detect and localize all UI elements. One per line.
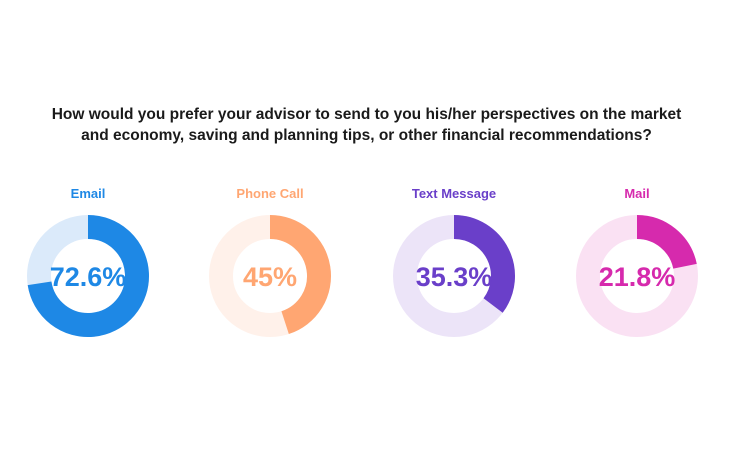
donut-value-mail: 21.8%	[599, 262, 676, 292]
donut-chart-email: 72.6%	[27, 215, 149, 337]
donut-value-phone-call: 45%	[243, 262, 297, 292]
donut-mail: Mail 21.8%	[567, 180, 707, 350]
donut-chart-phone-call: 45%	[209, 215, 331, 337]
chart-title: How would you prefer your advisor to sen…	[0, 104, 733, 146]
donut-value-email: 72.6%	[50, 262, 127, 292]
chart-title-line-1: How would you prefer your advisor to sen…	[51, 106, 682, 123]
donut-arc-text-message	[453, 215, 515, 313]
donut-arc-email	[27, 215, 149, 337]
donut-text-message: Text Message 35.3%	[384, 180, 524, 350]
donut-arc-phone-call	[269, 215, 331, 335]
donut-chart-mail: 21.8%	[576, 215, 698, 337]
donut-email: Email 72.6%	[18, 180, 158, 350]
donut-arc-mail	[636, 215, 697, 270]
donut-phone-call: Phone Call 45%	[200, 180, 340, 350]
chart-title-line-2: and economy, saving and planning tips, o…	[81, 127, 652, 144]
donut-label-phone-call: Phone Call	[236, 186, 304, 201]
donut-chart-text-message: 35.3%	[393, 215, 515, 337]
donut-label-text-message: Text Message	[411, 186, 497, 201]
donut-row: Email 72.6% Phone Call 45% Text Message …	[0, 180, 733, 360]
donut-label-email: Email	[70, 186, 106, 201]
donut-label-mail: Mail	[624, 186, 650, 201]
donut-value-text-message: 35.3%	[416, 262, 493, 292]
